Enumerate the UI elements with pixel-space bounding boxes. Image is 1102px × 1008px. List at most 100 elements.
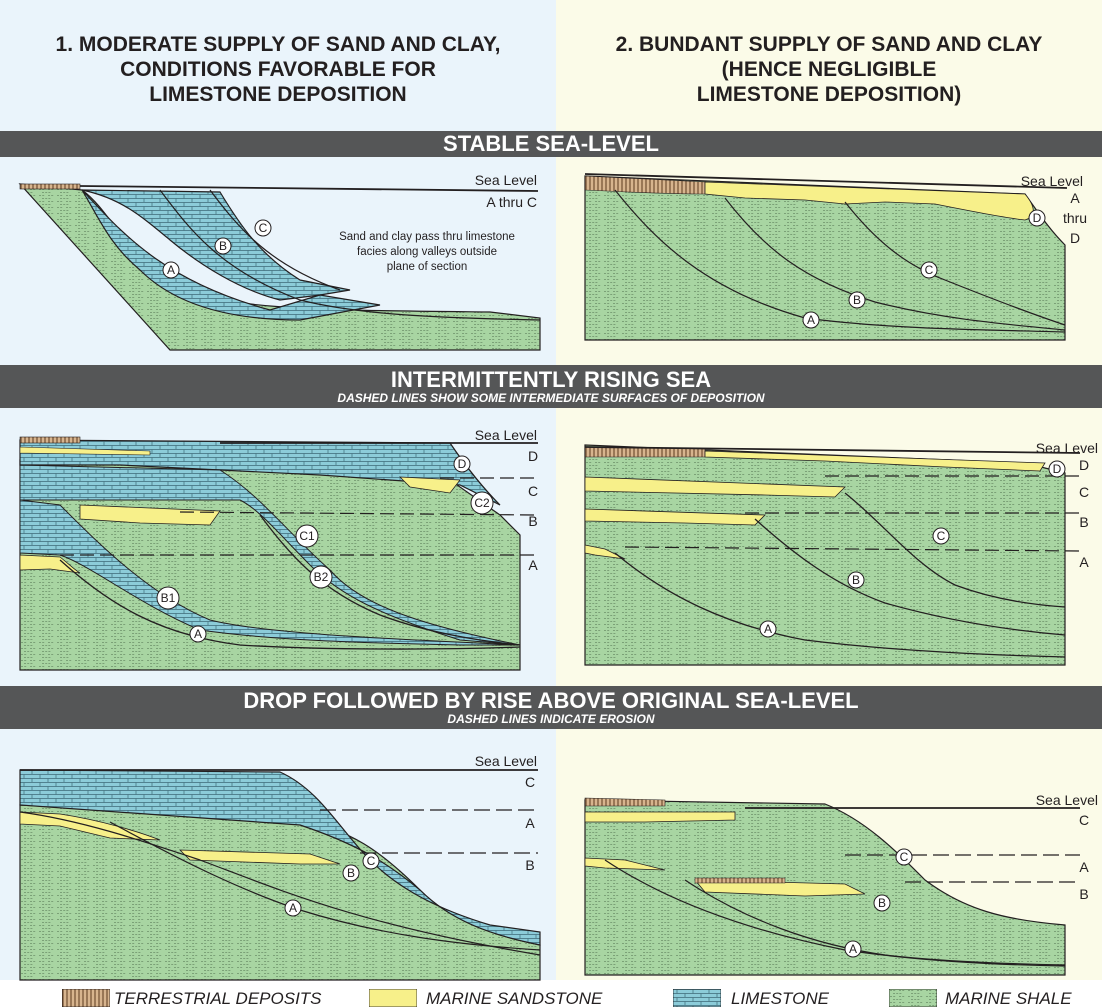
left-heading-line-1: 1. MODERATE SUPPLY OF SAND AND CLAY, <box>55 33 501 56</box>
range-label-a: A <box>1070 190 1080 206</box>
sea-level-line <box>79 185 539 192</box>
legend-swatch-shale <box>889 989 937 1007</box>
band-drop-title: DROP FOLLOWED BY RISE ABOVE ORIGINAL SEA… <box>243 688 859 713</box>
right-heading-line-2: (HENCE NEGLIGIBLE <box>721 58 937 81</box>
level-B: B <box>1079 886 1088 902</box>
sea-level-label: Sea Level <box>1036 440 1098 456</box>
panel-rising-left: Sea Level D C B A A B1 B2 C1 C2 D <box>19 427 538 671</box>
marker-A: A <box>802 311 820 329</box>
svg-text:B: B <box>219 239 227 253</box>
marker-B: B <box>847 571 865 589</box>
left-column-heading: 1. MODERATE SUPPLY OF SAND AND CLAY, CON… <box>0 32 556 107</box>
band-stable-title: STABLE SEA-LEVEL <box>443 131 659 156</box>
sea-level-label: Sea Level <box>475 172 537 188</box>
band-intermittently-rising-sea: INTERMITTENTLY RISING SEA DASHED LINES S… <box>0 365 1102 408</box>
terrestrial-strip <box>19 183 81 190</box>
band-rising-subtitle: DASHED LINES SHOW SOME INTERMEDIATE SURF… <box>337 391 765 405</box>
marker-B2: B2 <box>309 565 333 589</box>
svg-text:A: A <box>167 263 175 277</box>
level-A: A <box>525 815 535 831</box>
range-label-thru: thru <box>1063 210 1087 226</box>
right-heading-line-3: LIMESTONE DEPOSITION) <box>696 83 962 106</box>
level-A: A <box>1079 859 1089 875</box>
marker-A: A <box>162 261 180 279</box>
level-A: A <box>528 557 538 573</box>
legend-label-sandstone: MARINE SANDSTONE <box>426 989 603 1008</box>
sea-level-label: Sea Level <box>475 427 537 443</box>
band-rising-title: INTERMITTENTLY RISING SEA <box>390 367 712 392</box>
sea-level-line <box>584 446 1081 454</box>
svg-text:B: B <box>878 896 886 910</box>
marker-A: A <box>284 899 302 917</box>
marker-C: C <box>920 261 938 279</box>
svg-text:C: C <box>937 529 946 543</box>
level-B: B <box>528 513 537 529</box>
marker-C1: C1 <box>295 524 319 548</box>
marker-B: B <box>873 894 891 912</box>
legend-label-limestone: LIMESTONE <box>731 989 829 1008</box>
marker-D: D <box>453 455 471 473</box>
level-B: B <box>1079 514 1088 530</box>
svg-text:B: B <box>347 866 355 880</box>
panel-rising-right: Sea Level D C B A A B C D <box>584 440 1098 666</box>
legend-swatch-limestone <box>673 989 721 1007</box>
terrestrial-strip <box>584 797 666 807</box>
note-line-1: Sand and clay pass thru limestone <box>339 231 515 243</box>
panel-stable-left: Sea Level A thru C Sand and clay pass th… <box>18 172 541 351</box>
level-A: A <box>1079 554 1089 570</box>
svg-text:C1: C1 <box>299 529 315 543</box>
marker-C: C <box>932 527 950 545</box>
level-C: C <box>1079 484 1089 500</box>
marker-C2: C2 <box>470 491 494 515</box>
sea-level-label: Sea Level <box>1021 173 1083 189</box>
left-heading-line-2: CONDITIONS FAVORABLE FOR <box>120 58 436 81</box>
marker-C: C <box>362 852 380 870</box>
marker-A: A <box>759 620 777 638</box>
sea-level-label: Sea Level <box>1036 792 1098 808</box>
marker-B: B <box>848 291 866 309</box>
legend-label-shale: MARINE SHALE <box>945 989 1072 1008</box>
marker-D: D <box>1048 460 1066 478</box>
svg-text:A: A <box>194 627 202 641</box>
svg-text:D: D <box>1053 462 1062 476</box>
level-C: C <box>528 483 538 499</box>
marker-B: B <box>342 864 360 882</box>
range-label-a-thru-c: A thru C <box>486 194 537 210</box>
range-label-d: D <box>1070 230 1080 246</box>
svg-text:C: C <box>259 221 268 235</box>
right-heading-line-1: 2. BUNDANT SUPPLY OF SAND AND CLAY <box>615 33 1043 56</box>
svg-text:D: D <box>1033 211 1042 225</box>
band-drop-subtitle: DASHED LINES INDICATE EROSION <box>447 712 655 726</box>
svg-text:D: D <box>458 457 467 471</box>
marker-C: C <box>254 219 272 237</box>
panel-stable-right: Sea Level A thru D A B C D <box>584 173 1087 341</box>
panel-drop-left: Sea Level C A B A B C <box>19 753 541 981</box>
svg-text:A: A <box>807 313 815 327</box>
terrestrial-strip <box>19 436 81 444</box>
level-B: B <box>525 857 534 873</box>
sea-level-line <box>584 173 1068 189</box>
svg-text:B1: B1 <box>161 591 176 605</box>
level-C: C <box>1079 812 1089 828</box>
level-D: D <box>528 448 538 464</box>
marker-A: A <box>844 940 862 958</box>
svg-text:C2: C2 <box>474 496 490 510</box>
svg-text:A: A <box>849 942 857 956</box>
marker-B: B <box>214 237 232 255</box>
note-line-2: facies along valleys outside <box>357 246 497 258</box>
marker-A: A <box>189 625 207 643</box>
sea-level-label: Sea Level <box>475 753 537 769</box>
svg-text:B: B <box>853 293 861 307</box>
svg-text:C: C <box>925 263 934 277</box>
level-C: C <box>525 774 535 790</box>
marker-B1: B1 <box>156 586 180 610</box>
band-stable-sea-level: STABLE SEA-LEVEL <box>0 131 1102 157</box>
marker-D: D <box>1028 209 1046 227</box>
svg-text:C: C <box>367 854 376 868</box>
legend-label-terrestrial: TERRESTRIAL DEPOSITS <box>114 989 322 1008</box>
marker-C: C <box>895 848 913 866</box>
svg-text:A: A <box>764 622 772 636</box>
svg-text:C: C <box>900 850 909 864</box>
panel-drop-right: Sea Level C A B A B C <box>584 792 1098 976</box>
legend-swatch-terrestrial <box>62 989 110 1007</box>
